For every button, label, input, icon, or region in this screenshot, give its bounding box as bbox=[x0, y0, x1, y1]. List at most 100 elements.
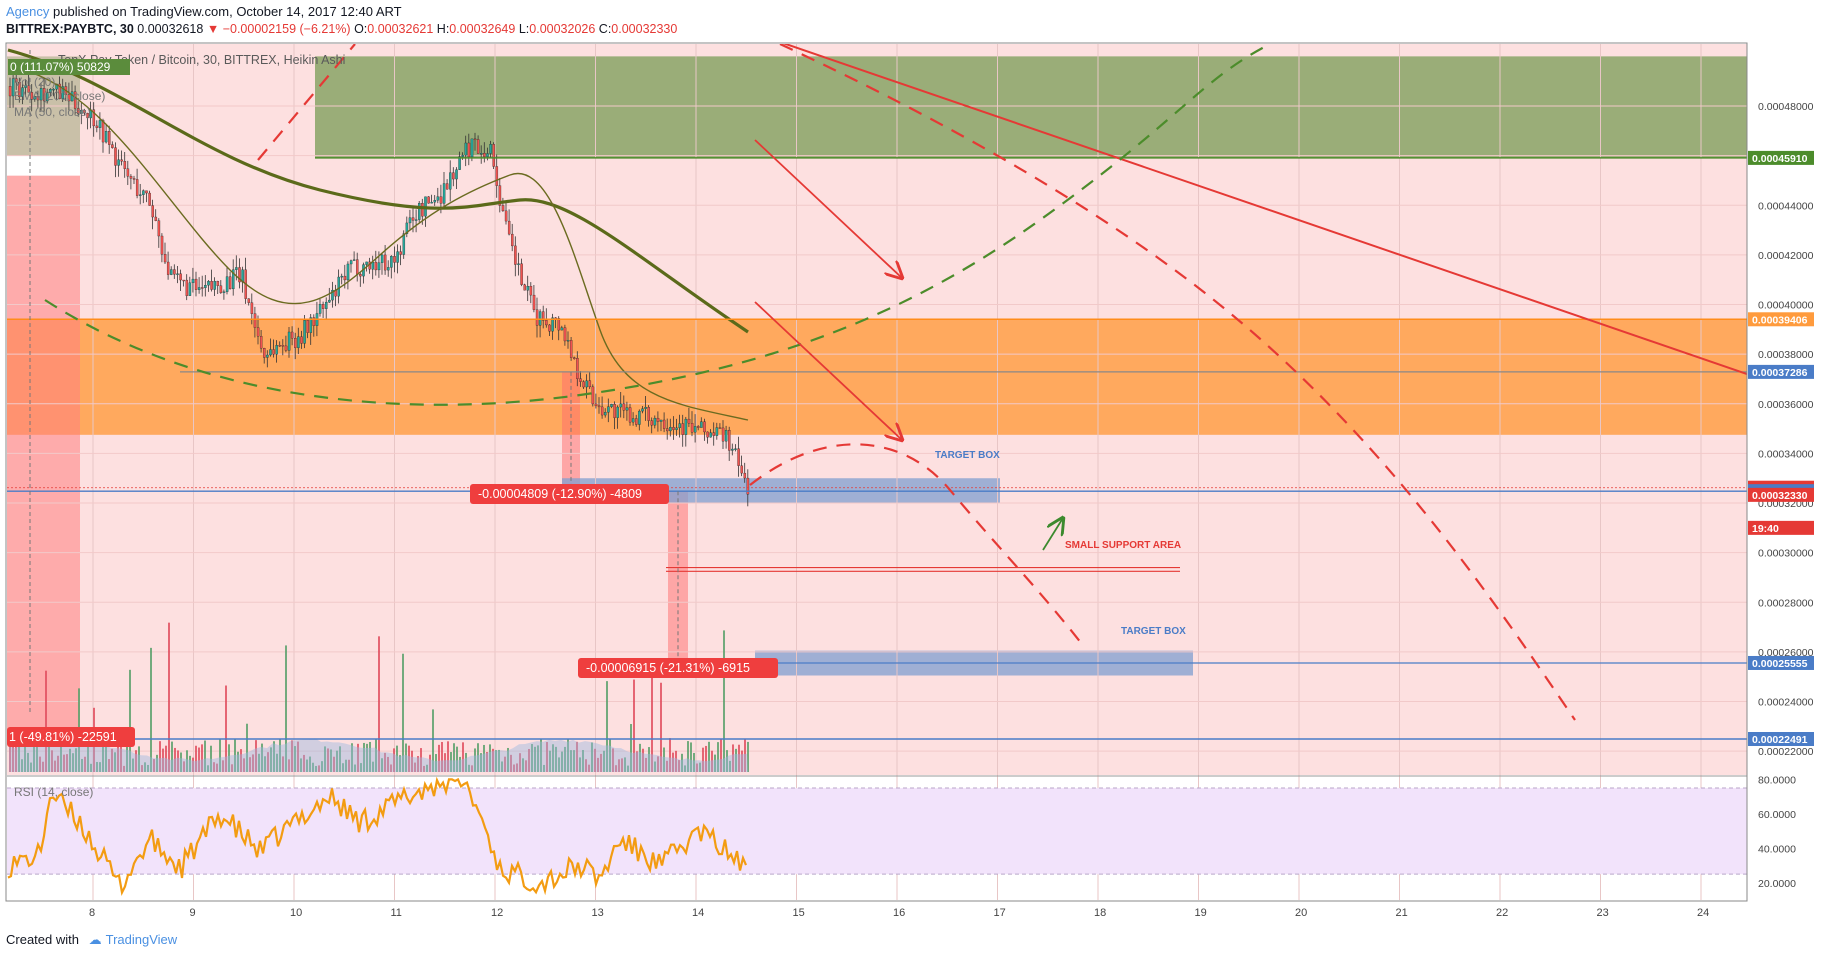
candle bbox=[427, 196, 430, 204]
candle bbox=[148, 192, 151, 206]
volume-bar bbox=[618, 759, 620, 772]
candle bbox=[306, 320, 309, 333]
candle bbox=[452, 172, 455, 180]
candle bbox=[191, 278, 195, 284]
volume-bar bbox=[621, 758, 623, 772]
legend-ema: EMA (200, close) bbox=[14, 89, 105, 103]
candle bbox=[33, 95, 37, 100]
candle bbox=[132, 178, 136, 180]
volume-bar bbox=[441, 741, 443, 772]
candle bbox=[538, 311, 542, 326]
time-tick-label: 23 bbox=[1597, 907, 1609, 919]
candle bbox=[77, 108, 80, 114]
volume-bar bbox=[717, 742, 719, 772]
tradingview-link[interactable]: TradingView bbox=[105, 932, 178, 947]
volume-bar bbox=[414, 762, 416, 772]
volume-bar bbox=[27, 752, 29, 772]
volume-bar bbox=[591, 742, 593, 772]
volume-bar bbox=[543, 764, 545, 772]
legend-vol: Vol (20) bbox=[14, 75, 55, 89]
volume-bar bbox=[528, 748, 530, 772]
ma-50-line bbox=[29, 71, 749, 421]
candle bbox=[182, 279, 185, 282]
time-tick-label: 18 bbox=[1094, 907, 1106, 919]
volume-bar bbox=[687, 741, 689, 772]
candle bbox=[380, 254, 384, 263]
volume-bar bbox=[270, 747, 272, 772]
legend-ma: MA (50, close) bbox=[14, 105, 91, 119]
time-tick-label: 8 bbox=[89, 907, 95, 919]
volume-bar bbox=[453, 743, 455, 772]
rsi-band bbox=[7, 788, 1747, 875]
chart-legend: TenX Pay Token / Bitcoin, 30, BITTREX, H… bbox=[8, 53, 345, 799]
time-tick-label: 11 bbox=[391, 907, 402, 919]
tradingview-logo-icon: ☁ bbox=[88, 932, 102, 947]
volume-bar bbox=[438, 744, 440, 772]
candle bbox=[588, 380, 592, 388]
candle bbox=[185, 279, 189, 296]
candle bbox=[269, 349, 272, 356]
candle bbox=[58, 83, 61, 99]
candle bbox=[495, 166, 499, 186]
open-value: 0.00032621 bbox=[367, 22, 434, 36]
candle bbox=[669, 427, 672, 432]
volume-bar bbox=[393, 748, 395, 772]
candle bbox=[383, 254, 387, 271]
price-axis-badge bbox=[1748, 364, 1814, 379]
candle bbox=[492, 144, 495, 167]
candle bbox=[173, 269, 176, 275]
volume-bar bbox=[108, 759, 110, 772]
price-tick-label: 0.00044000 bbox=[1758, 200, 1814, 212]
volume-bar bbox=[288, 759, 290, 772]
volume-bar bbox=[603, 750, 605, 772]
candle bbox=[504, 210, 508, 222]
volume-bar bbox=[630, 724, 632, 772]
candle bbox=[712, 432, 716, 436]
price-axis-label: 0.00039406 bbox=[1752, 314, 1808, 326]
candle bbox=[458, 156, 461, 170]
candle bbox=[328, 299, 331, 303]
candle bbox=[616, 406, 619, 418]
candle bbox=[145, 190, 148, 194]
volume-bar bbox=[42, 761, 44, 772]
volume-bar bbox=[150, 647, 152, 772]
candle bbox=[340, 275, 344, 278]
candle bbox=[591, 386, 595, 405]
price-axis-label: 0.00032330 bbox=[1752, 490, 1808, 502]
price-tick-label: 0.00034000 bbox=[1758, 448, 1814, 460]
candle bbox=[250, 302, 254, 314]
volume-bar bbox=[222, 760, 224, 772]
volume-bar bbox=[9, 740, 11, 772]
volume-bar bbox=[339, 746, 341, 772]
volume-bar bbox=[492, 748, 494, 772]
volume-bar bbox=[237, 751, 239, 772]
volume-bar bbox=[660, 682, 662, 772]
price-tick-label: 0.00042000 bbox=[1758, 250, 1814, 262]
volume-bar bbox=[198, 747, 200, 772]
candle bbox=[464, 142, 468, 156]
volume-bar bbox=[738, 744, 740, 772]
author-link[interactable]: Agency bbox=[6, 4, 50, 19]
candle bbox=[337, 276, 340, 297]
candle bbox=[393, 256, 396, 263]
volume-bar bbox=[267, 752, 269, 772]
candle bbox=[371, 261, 375, 270]
candle bbox=[21, 87, 24, 97]
measure-label-3: 1 (-49.81%) -22591 bbox=[9, 730, 117, 744]
candle bbox=[486, 153, 489, 157]
volume-bar bbox=[168, 622, 170, 772]
volume-bar bbox=[648, 747, 650, 772]
volume-bar bbox=[183, 761, 185, 772]
candle bbox=[114, 147, 117, 166]
candle bbox=[387, 267, 390, 271]
volume-bar bbox=[45, 670, 47, 772]
price-change: −0.00002159 (−6.21%) bbox=[222, 22, 351, 36]
candle bbox=[346, 263, 350, 281]
candle bbox=[548, 324, 551, 332]
measure-label-1: -0.00004809 (-12.90%) -4809 bbox=[478, 487, 642, 501]
measure-box-1 bbox=[562, 371, 580, 495]
volume-ma-area bbox=[9, 738, 748, 772]
candle bbox=[86, 113, 89, 119]
candle bbox=[331, 289, 334, 301]
